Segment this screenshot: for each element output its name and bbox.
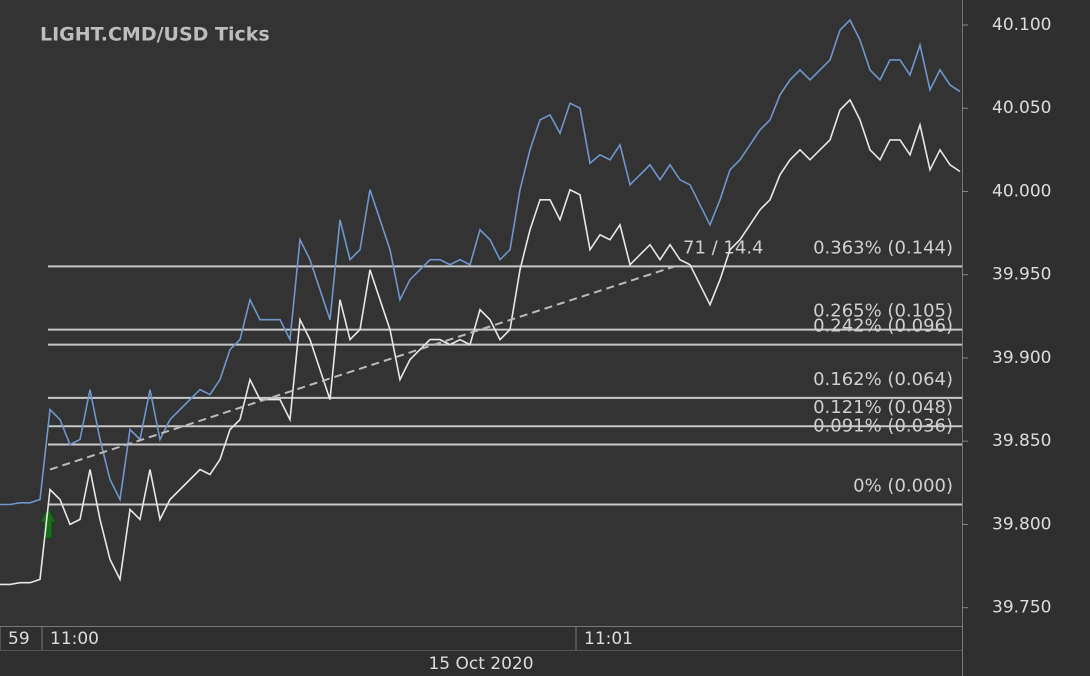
y-tick-label: 39.950 <box>992 265 1051 285</box>
level-label: 0.363% (0.144) <box>813 237 953 258</box>
x-tick-label: 59 <box>8 629 30 649</box>
y-tick-label: 39.900 <box>992 348 1051 368</box>
y-tick-label: 39.850 <box>992 431 1051 451</box>
buy-arrow <box>39 506 57 539</box>
level-label: 0.265% (0.105) <box>813 301 953 322</box>
y-tick-label: 39.800 <box>992 514 1051 534</box>
y-tick-label: 39.750 <box>992 598 1051 618</box>
y-tick-label: 40.000 <box>992 181 1051 201</box>
level-label: 0.242% (0.096) <box>813 316 953 337</box>
level-label: 0.162% (0.064) <box>813 369 953 390</box>
x-tick-label: 11:00 <box>50 629 99 649</box>
level-label: 0.121% (0.048) <box>813 397 953 418</box>
y-tick-label: 40.050 <box>992 98 1051 118</box>
price-line <box>0 98 961 586</box>
plot-area <box>0 0 962 626</box>
y-tick-label: 40.100 <box>992 15 1051 35</box>
level-label: 0% (0.000) <box>853 475 953 496</box>
x-tick-label: 11:01 <box>584 629 633 649</box>
level-annotation: 71 / 14.4 <box>683 237 764 258</box>
trend-line <box>49 263 681 471</box>
chart-title: LIGHT.CMD/USD Ticks <box>40 24 270 46</box>
price-line <box>0 18 961 506</box>
level-label: 0.091% (0.036) <box>813 416 953 437</box>
x-date-label: 15 Oct 2020 <box>428 654 533 674</box>
